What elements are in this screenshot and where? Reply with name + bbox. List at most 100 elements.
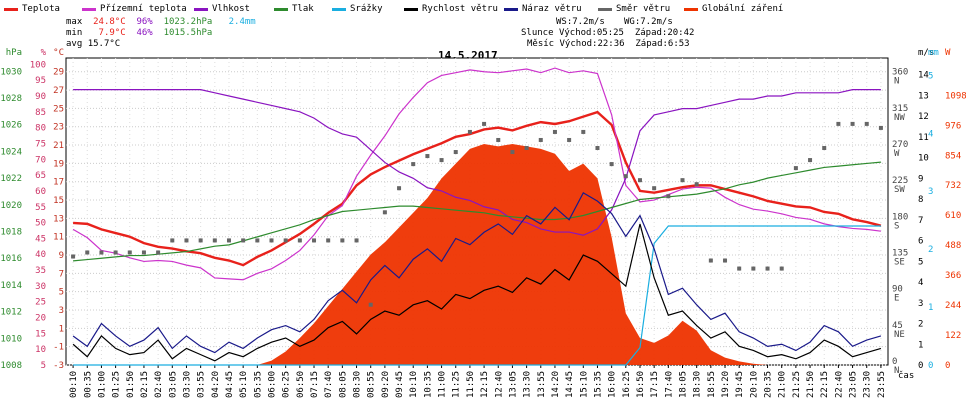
wind-dir-point xyxy=(340,238,345,243)
wind-dir-point xyxy=(765,266,770,271)
wind-dir-point xyxy=(198,238,203,243)
tick-label: N xyxy=(894,366,899,376)
tick-label: 60 xyxy=(35,187,46,197)
ws-text: WS:7.2m/s xyxy=(556,17,605,27)
avg-temp: 15.7°C xyxy=(87,39,121,49)
stats-max-row: max 24.8°C 96% 1023.2hPa 2.4mm xyxy=(66,17,256,28)
x-tick-label: 21:25 xyxy=(792,371,802,398)
stats-avg-row: avg 15.7°C xyxy=(66,39,120,50)
tick-label: 6 xyxy=(918,237,923,247)
moonset: Západ:6:53 xyxy=(635,39,690,49)
wind-dir-point xyxy=(723,258,728,263)
x-tick-label: 18:05 xyxy=(679,371,689,398)
tick-label: 30 xyxy=(35,282,46,292)
tick-label: 29 xyxy=(53,68,64,78)
series-line xyxy=(73,89,881,236)
wind-dir-point xyxy=(510,150,515,155)
tick-label: -3 xyxy=(53,361,64,371)
wind-dir-point xyxy=(623,174,628,179)
wind-dir-point xyxy=(850,121,855,126)
series-area-radiation xyxy=(73,143,881,365)
tick-label: 11 xyxy=(53,233,64,243)
sunrise: Východ:05:25 xyxy=(558,28,624,38)
tick-label: 610 xyxy=(945,211,961,221)
tick-label: 8 xyxy=(918,195,923,205)
wind-dir-point xyxy=(184,238,189,243)
x-tick-label: 07:15 xyxy=(310,371,320,398)
tick-label: 65 xyxy=(35,171,46,181)
x-tick-label: 06:00 xyxy=(268,371,278,398)
tick-label: 7 xyxy=(59,269,64,279)
min-temp: 7.9°C xyxy=(98,28,126,38)
x-tick-label: 08:30 xyxy=(353,371,363,398)
wind-dir-point xyxy=(666,194,671,199)
tick-label: 1010 xyxy=(0,334,22,344)
wind-dir-point xyxy=(71,254,76,259)
wind-dir-point xyxy=(269,238,274,243)
wind-dir-point xyxy=(496,137,501,142)
x-axis-label: čas xyxy=(898,370,914,381)
legend-label: Vlhkost xyxy=(212,4,250,14)
tick-label: 976 xyxy=(945,121,961,131)
tick-label: 90 xyxy=(892,285,903,295)
tick-label: 4 xyxy=(928,129,933,139)
axis-label-temperature_C: °C xyxy=(53,48,64,58)
tick-label: 17 xyxy=(53,178,64,188)
tick-label: 244 xyxy=(945,301,961,311)
x-tick-label: 00:10 xyxy=(69,371,79,398)
wind-dir-point xyxy=(567,137,572,142)
x-tick-label: 14:45 xyxy=(565,371,575,398)
legend-item: Teplota xyxy=(4,3,60,15)
legend-item: Srážky xyxy=(332,3,383,15)
tick-label: 35 xyxy=(35,266,46,276)
max-temp: 24.8°C xyxy=(93,17,126,27)
wind-dir-point xyxy=(156,250,161,255)
wind-dir-point xyxy=(85,250,90,255)
tick-label: SW xyxy=(894,185,905,195)
x-tick-label: 09:20 xyxy=(381,371,391,398)
wind-dir-point xyxy=(467,129,472,134)
x-tick-label: 02:15 xyxy=(140,371,150,398)
legend-item: Rychlost větru xyxy=(404,3,498,15)
x-tick-label: 11:25 xyxy=(452,371,462,398)
tick-label: 5 xyxy=(41,361,46,371)
x-tick-label: 00:35 xyxy=(83,371,93,398)
tick-label: 366 xyxy=(945,271,961,281)
legend-item: Vlhkost xyxy=(194,3,250,15)
x-tick-label: 08:55 xyxy=(367,371,377,398)
moon-row: Měsíc Východ:22:36 Západ:6:53 xyxy=(527,39,690,50)
tick-label: 732 xyxy=(945,181,961,191)
tick-label: 1016 xyxy=(0,254,22,264)
x-tick-label: 06:50 xyxy=(296,371,306,398)
legend-label: Teplota xyxy=(22,4,60,14)
tick-label: 45 xyxy=(35,234,46,244)
wind-dir-point xyxy=(99,250,104,255)
x-tick-label: 23:30 xyxy=(863,371,873,398)
x-tick-label: 22:40 xyxy=(834,371,844,398)
legend-swatch xyxy=(504,7,518,11)
tick-label: 1030 xyxy=(0,67,22,77)
tick-label: 5 xyxy=(59,288,64,298)
series-line xyxy=(72,191,882,354)
tick-label: 45 xyxy=(892,321,903,331)
wind-dir-point xyxy=(425,154,430,159)
x-tick-label: 16:00 xyxy=(608,371,618,398)
x-tick-label: 14:20 xyxy=(551,371,561,398)
wind-dir-point xyxy=(694,182,699,187)
legend-label: Rychlost větru xyxy=(422,4,498,14)
x-tick-label: 21:00 xyxy=(778,371,788,398)
x-tick-label: 03:55 xyxy=(197,371,207,398)
tick-label: 135 xyxy=(892,249,908,259)
wind-dir-point xyxy=(368,302,373,307)
wind-dir-point xyxy=(581,129,586,134)
legend-label: Tlak xyxy=(292,4,314,14)
wind-dir-point xyxy=(482,121,487,126)
tick-label: 5 xyxy=(918,257,923,267)
legend-item: Náraz větru xyxy=(504,3,582,15)
x-tick-label: 13:05 xyxy=(508,371,518,398)
tick-label: 15 xyxy=(53,196,64,206)
min-humidity: 46% xyxy=(136,28,153,38)
wind-dir-point xyxy=(170,238,175,243)
tick-label: NW xyxy=(894,113,905,123)
